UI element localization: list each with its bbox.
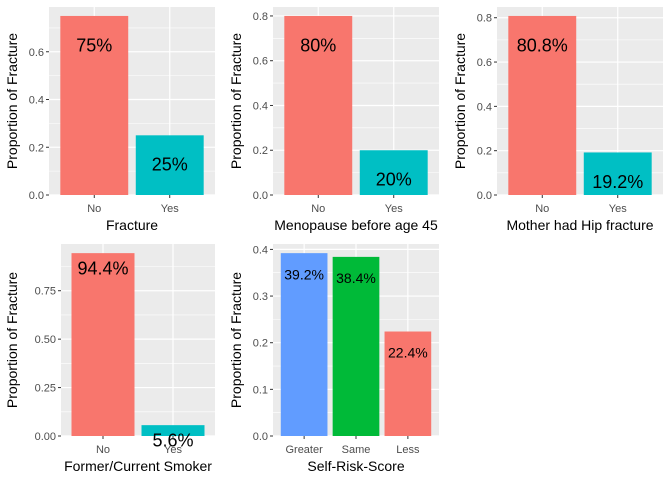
data-label: 19.2% <box>592 172 643 192</box>
x-axis-title: Menopause before age 45 <box>274 217 438 233</box>
data-label: 80% <box>300 35 336 55</box>
data-label: 39.2% <box>284 266 324 282</box>
x-tick-label: Yes <box>385 203 403 215</box>
y-tick-label: 0.4 <box>253 244 268 256</box>
bar-yes <box>583 152 652 195</box>
data-label: 20% <box>376 170 412 190</box>
data-label: 25% <box>152 155 188 175</box>
chart-panel-5: 0.0 0.1 0.2 0.3 0.4 39.2% 38.4% 22.4% Greater Sam… <box>228 244 439 474</box>
y-tick-label: 0.75 <box>35 286 56 298</box>
x-tick-label: Yes <box>609 203 627 215</box>
y-tick-label: 0.0 <box>253 431 268 443</box>
data-label: 38.4% <box>336 270 376 286</box>
x-tick-label: Greater <box>285 444 323 456</box>
y-tick-label: 0.2 <box>477 146 492 158</box>
y-tick-label: 0.6 <box>253 56 268 68</box>
y-tick-label: 0.00 <box>35 431 56 443</box>
y-tick-label: 0.2 <box>253 145 268 157</box>
x-axis-title: Mother had Hip fracture <box>506 217 653 233</box>
bar-no <box>284 15 353 196</box>
y-tick-label: 0.0 <box>477 190 492 202</box>
y-tick-label: 0.6 <box>29 47 44 59</box>
y-tick-label: 0.4 <box>29 95 44 107</box>
x-axis-title: Former/Current Smoker <box>64 458 212 474</box>
y-tick-label: 0.50 <box>35 334 56 346</box>
y-tick-label: 0.25 <box>35 383 56 395</box>
bar-greater <box>280 253 328 436</box>
bar-yes <box>359 150 428 195</box>
data-label: 5.6% <box>152 431 193 451</box>
x-tick-label: No <box>535 203 549 215</box>
x-tick-label: No <box>311 203 325 215</box>
data-label: 22.4% <box>388 345 428 361</box>
y-tick-label: 0.4 <box>477 101 492 113</box>
y-axis-title: Proportion of Fracture <box>4 33 20 169</box>
y-axis-title: Proportion of Fracture <box>4 272 20 408</box>
data-label: 94.4% <box>77 259 128 279</box>
x-tick-label: Yes <box>164 444 182 456</box>
y-axis-title: Proportion of Fracture <box>228 33 244 169</box>
y-axis-title: Proportion of Fracture <box>452 33 468 169</box>
y-tick-label: 0.4 <box>253 100 268 112</box>
x-tick-label: No <box>87 203 101 215</box>
x-tick-label: No <box>96 444 110 456</box>
y-tick-label: 0.8 <box>253 11 268 23</box>
y-tick-label: 0.2 <box>29 142 44 154</box>
data-label: 80.8% <box>517 35 568 55</box>
x-axis-title: Self-Risk-Score <box>307 458 404 474</box>
bar-no <box>60 15 129 196</box>
chart-panel-4: 0.00 0.25 0.50 0.75 94.4% 5.6% No Yes Former/Cur… <box>4 244 215 474</box>
x-tick-label: Yes <box>161 203 179 215</box>
y-tick-label: 0.0 <box>29 190 44 202</box>
y-tick-label: 0.6 <box>477 57 492 69</box>
x-tick-label: Less <box>396 444 420 456</box>
x-tick-label: Same <box>342 444 371 456</box>
y-tick-label: 0.0 <box>253 190 268 202</box>
chart-panel-2: 0.0 0.2 0.4 0.6 0.8 80% 20% No Yes Menopause befo… <box>228 7 439 233</box>
x-axis-title: Fracture <box>106 217 158 233</box>
bar-no <box>508 15 577 196</box>
y-axis-title: Proportion of Fracture <box>228 272 244 408</box>
y-tick-label: 0.1 <box>253 384 268 396</box>
data-label: 75% <box>76 35 112 55</box>
bar-yes <box>141 425 205 436</box>
chart-panel-3: 0.0 0.2 0.4 0.6 0.8 80.8% 19.2% No Yes Mother had… <box>452 7 663 233</box>
bar-no <box>71 253 135 436</box>
y-tick-label: 0.8 <box>477 13 492 25</box>
bar-yes <box>135 135 204 195</box>
y-tick-label: 0.2 <box>253 338 268 350</box>
bar-less <box>384 331 432 436</box>
y-tick-label: 0.3 <box>253 291 268 303</box>
bar-same <box>332 256 380 436</box>
